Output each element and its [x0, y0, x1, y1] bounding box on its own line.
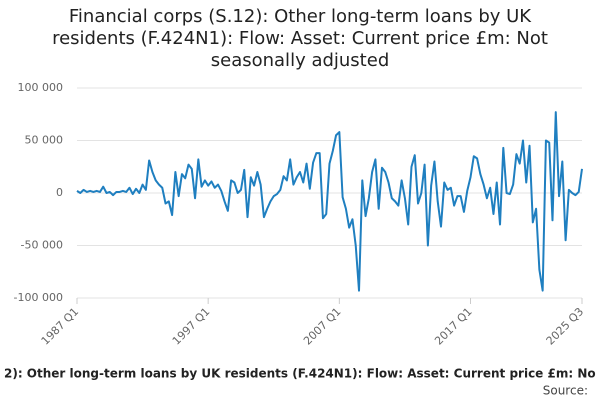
x-tick-label: 1997 Q1 — [170, 305, 213, 348]
y-tick-label: -50 000 — [21, 239, 63, 252]
data-line — [76, 111, 583, 292]
y-tick-label: 50 000 — [25, 134, 64, 147]
source: Source: — [543, 384, 588, 398]
y-tick-label: 100 000 — [18, 81, 64, 94]
chart-title: Financial corps (S.12): Other long-term … — [52, 6, 548, 71]
x-tick-label: 2017 Q1 — [432, 305, 475, 348]
x-tick-label: 2025 Q3 — [544, 305, 587, 348]
y-tick-label: -100 000 — [14, 291, 63, 304]
x-tick-label: 1987 Q1 — [39, 305, 82, 348]
x-tick-label: 2007 Q1 — [301, 305, 344, 348]
y-tick-label: 0 — [56, 186, 63, 199]
caption: 2): Other long-term loans by UK resident… — [4, 367, 596, 381]
